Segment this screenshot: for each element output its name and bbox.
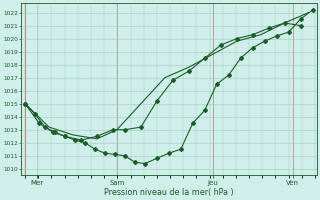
X-axis label: Pression niveau de la mer( hPa ): Pression niveau de la mer( hPa ) <box>104 188 234 197</box>
